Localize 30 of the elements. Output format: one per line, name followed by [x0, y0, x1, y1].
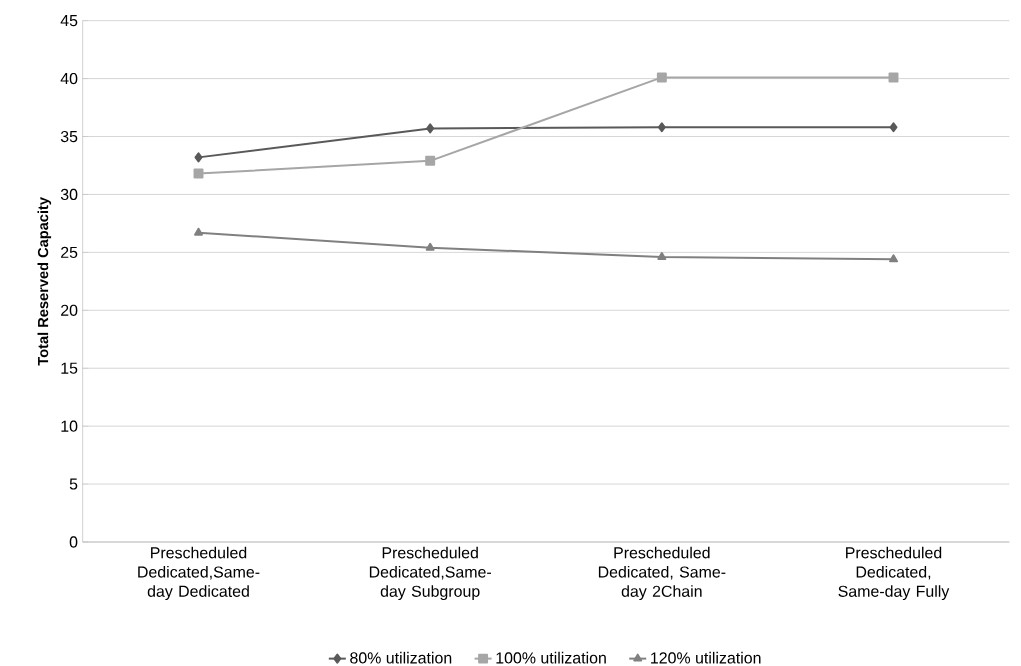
point [425, 242, 435, 251]
y-tick-label: 5 [69, 478, 78, 490]
y-tick-label: 10 [61, 420, 78, 432]
legend-label: 100% utilization [496, 651, 606, 664]
y-tick-label: 15 [61, 362, 78, 374]
point [657, 252, 667, 260]
point [656, 72, 667, 83]
point [425, 155, 436, 166]
legend-label: 120% utilization [651, 651, 761, 664]
point [889, 254, 898, 263]
point [889, 122, 898, 133]
point [426, 123, 435, 134]
y-tick-label: 35 [60, 130, 78, 143]
point [657, 122, 666, 133]
x-tick-label: Prescheduled Dedicated,Same-day Dedicated [138, 546, 260, 601]
point [194, 227, 203, 236]
y-tick-label: 40 [60, 72, 78, 85]
point [193, 168, 204, 179]
x-tick-label: Prescheduled Dedicated, Same-day 2Chain [598, 546, 726, 601]
y-axis-title: Total Reserved Capacity [37, 197, 52, 366]
y-tick-label: 45 [60, 15, 78, 27]
y-tick-label: 25 [61, 246, 78, 258]
legend-label: 80% utilization [350, 651, 452, 664]
x-tick-label: Prescheduled Dedicated, Same-day Fully [838, 546, 950, 601]
y-tick-label: 20 [61, 304, 78, 316]
y-tick-label: 30 [60, 188, 78, 201]
point [888, 72, 899, 83]
point [194, 152, 203, 163]
y-tick-label: 0 [69, 536, 78, 548]
x-tick-label: Prescheduled Dedicated,Same-day Subgroup [369, 546, 492, 601]
